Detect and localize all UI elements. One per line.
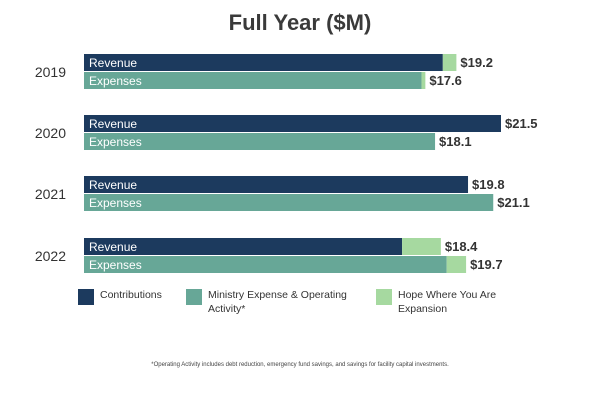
bar-revenue-contributions-2020	[84, 115, 501, 132]
year-label-2022: 2022	[35, 248, 66, 264]
year-label-2019: 2019	[35, 64, 66, 80]
bar-revenue-contributions-2022	[84, 238, 403, 255]
bar-label-expenses-2020: Expenses	[89, 135, 142, 149]
total-expenses-2022: $19.7	[470, 257, 503, 272]
bar-revenue-contributions-2019	[84, 54, 443, 71]
year-label-2021: 2021	[35, 186, 66, 202]
legend-label-contributions: Contributions	[100, 289, 162, 301]
bar-chart-plot: 2019 Revenue Expenses $19.2 $17.6 2020 Revenue…	[35, 54, 538, 273]
bar-label-expenses-2019: Expenses	[89, 74, 142, 88]
bar-expenses-ministry-2022	[84, 256, 447, 273]
year-label-2020: 2020	[35, 125, 66, 141]
legend-label-hope-expansion: Hope Where You Are Expansion	[398, 289, 497, 315]
bar-label-expenses-2021: Expenses	[89, 196, 142, 210]
total-revenue-2021: $19.8	[472, 177, 505, 192]
bar-revenue-hope-2019	[442, 54, 457, 71]
bar-revenue-hope-2022	[402, 238, 441, 255]
total-revenue-2019: $19.2	[460, 55, 493, 70]
legend-swatch-contributions	[78, 289, 94, 305]
bar-label-expenses-2022: Expenses	[89, 258, 142, 272]
legend-item-ministry-expense: Ministry Expense & Operating Activity*	[186, 288, 376, 316]
total-expenses-2020: $18.1	[439, 134, 472, 149]
legend-swatch-ministry-expense	[186, 289, 202, 305]
bar-expenses-ministry-2021	[84, 194, 494, 211]
total-revenue-2022: $18.4	[445, 239, 478, 254]
total-expenses-2021: $21.1	[497, 195, 530, 210]
legend-label-ministry-expense: Ministry Expense & Operating Activity*	[208, 289, 347, 315]
bar-revenue-contributions-2021	[84, 176, 469, 193]
bar-label-revenue-2021: Revenue	[89, 178, 137, 192]
bar-label-revenue-2020: Revenue	[89, 117, 137, 131]
legend-item-contributions: Contributions	[78, 288, 186, 305]
bar-expenses-hope-2019	[421, 72, 426, 89]
bar-expenses-ministry-2019	[84, 72, 422, 89]
bar-label-revenue-2019: Revenue	[89, 56, 137, 70]
bar-label-revenue-2022: Revenue	[89, 240, 137, 254]
chart-title: Full Year ($M)	[228, 10, 372, 35]
chart-legend: Contributions Ministry Expense & Operati…	[78, 288, 598, 316]
legend-swatch-hope-expansion	[376, 289, 392, 305]
total-revenue-2020: $21.5	[505, 116, 538, 131]
legend-item-hope-expansion: Hope Where You Are Expansion	[376, 288, 546, 316]
bar-expenses-ministry-2020	[84, 133, 436, 150]
chart-footnote: *Operating Activity includes debt reduct…	[151, 362, 449, 368]
total-expenses-2019: $17.6	[429, 73, 462, 88]
bar-expenses-hope-2022	[446, 256, 467, 273]
